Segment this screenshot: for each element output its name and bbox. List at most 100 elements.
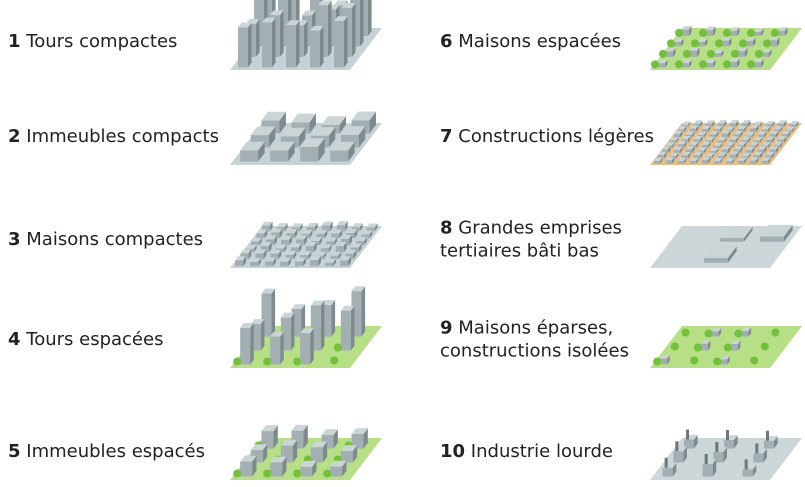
zone-name: Immeubles compacts — [26, 126, 219, 147]
building-front — [712, 332, 719, 337]
zone-number: 8 — [440, 218, 453, 239]
tree — [772, 329, 780, 337]
tree — [293, 358, 301, 366]
tree — [707, 50, 715, 58]
building-front — [706, 63, 713, 67]
building-side — [344, 16, 348, 67]
zone-name: Maisons espacées — [458, 31, 621, 52]
building-front — [730, 155, 736, 159]
building-side — [352, 3, 356, 57]
chimney — [715, 442, 718, 452]
tree — [699, 29, 707, 37]
building-front — [341, 451, 353, 463]
zone-name: Grandes emprises — [458, 218, 622, 239]
building-front — [673, 451, 683, 462]
building-front — [311, 447, 323, 462]
tree — [263, 470, 271, 478]
building-front — [334, 21, 344, 67]
building-front — [300, 147, 318, 162]
zone-name: Maisons éparses, — [458, 318, 613, 339]
building-front — [706, 30, 713, 36]
zone-illustration — [230, 286, 382, 368]
tree — [723, 29, 731, 37]
building-front — [730, 123, 736, 127]
building-side — [272, 18, 276, 68]
zone-label: 1 Tours compactes — [8, 31, 177, 52]
zone-number: 10 — [440, 441, 465, 462]
tree — [763, 39, 771, 47]
zone-number: 5 — [8, 441, 21, 462]
zone-label: 6 Maisons espacées — [440, 31, 621, 52]
tree — [233, 358, 241, 366]
zone-number: 1 — [8, 31, 21, 52]
zone-label: 7 Constructions légères — [440, 126, 654, 147]
building-side — [280, 10, 284, 57]
chimney — [755, 443, 758, 453]
tree — [747, 60, 755, 68]
building-front — [330, 256, 338, 260]
building-front — [265, 261, 273, 266]
zone-illustration — [650, 430, 802, 480]
building-front — [743, 469, 753, 476]
zone-name: Constructions légères — [458, 126, 654, 147]
tree — [724, 344, 732, 352]
building-front — [701, 344, 708, 351]
building-front — [325, 263, 333, 267]
building-side — [291, 313, 295, 351]
building-front — [660, 358, 667, 364]
building-front — [750, 128, 756, 132]
building-side — [310, 328, 314, 364]
building-front — [762, 161, 768, 164]
zone-name: Industrie lourde — [471, 441, 613, 462]
building-front — [766, 140, 772, 143]
building-front — [674, 134, 680, 138]
building-side — [304, 20, 308, 56]
tree — [694, 344, 702, 352]
zone-number: 3 — [8, 229, 21, 250]
zone-name: Tours espacées — [25, 329, 163, 350]
zone-label: 9 Maisons éparses, — [440, 318, 613, 339]
zone-name: Maisons compactes — [26, 229, 203, 250]
building-front — [281, 240, 289, 245]
building-side — [368, 0, 372, 36]
building-front — [251, 242, 259, 246]
building-front — [698, 42, 705, 47]
tree — [690, 357, 698, 365]
building-front — [666, 160, 672, 164]
tree — [691, 39, 699, 47]
tree — [771, 29, 779, 37]
building-front — [702, 129, 708, 132]
building-front — [240, 462, 252, 477]
building-front — [720, 238, 744, 242]
building-front — [270, 151, 288, 162]
building-front — [720, 359, 727, 364]
building-front — [753, 453, 763, 462]
building-front — [690, 51, 697, 57]
building-front — [722, 41, 729, 47]
building-front — [658, 63, 665, 67]
tree — [713, 358, 721, 366]
building-front — [746, 41, 753, 47]
zone-label: 8 Grandes emprises — [440, 218, 622, 239]
building-front — [754, 62, 761, 67]
tree — [667, 39, 675, 47]
building-front — [250, 262, 258, 266]
building-front — [340, 260, 348, 266]
building-front — [330, 467, 342, 477]
tree — [750, 357, 758, 365]
building-front — [704, 258, 728, 263]
building-front — [714, 146, 720, 148]
tree — [671, 343, 679, 351]
zone-number: 4 — [8, 329, 21, 350]
building-front — [663, 468, 673, 477]
zone-illustration — [230, 221, 382, 268]
zone-label: 10 Industrie lourde — [440, 441, 613, 462]
chimney — [745, 459, 748, 469]
zone-illustration — [650, 225, 802, 268]
building-front — [718, 140, 724, 142]
zone-name: Immeubles espacés — [26, 441, 205, 462]
building-front — [310, 31, 320, 68]
tree — [233, 470, 241, 478]
zone-illustration — [650, 326, 802, 368]
building-side — [328, 0, 332, 57]
